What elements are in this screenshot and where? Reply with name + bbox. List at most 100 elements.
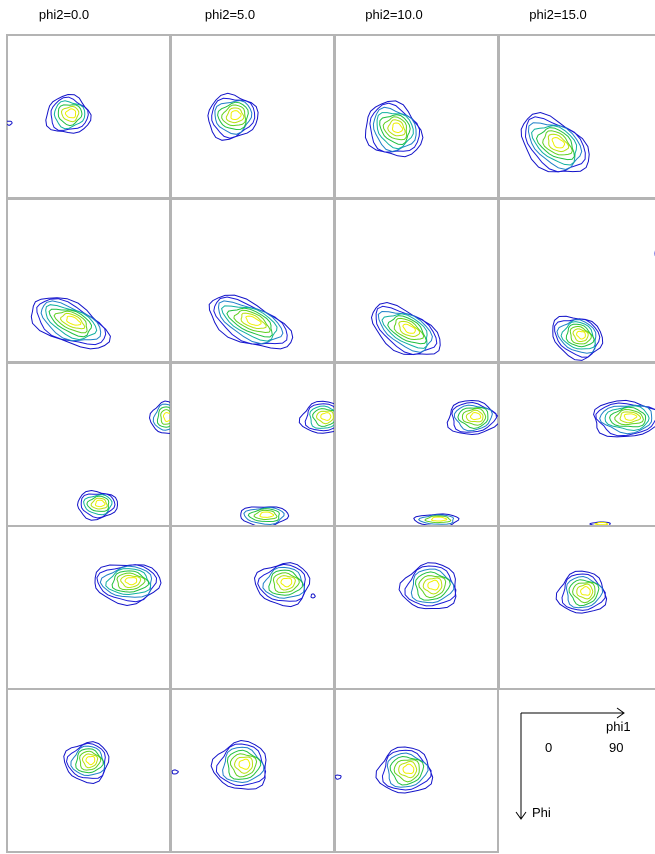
panel-frame [334,34,499,199]
contour-line [580,585,591,596]
contour-line [560,321,596,350]
contour-line [66,315,82,326]
contour-line [404,565,457,607]
contour-line [48,308,93,338]
contour-line [470,411,482,421]
contour-line [398,320,421,338]
contour-line [59,312,86,330]
contour-line [393,759,420,783]
section-panel-r2-c1 [170,362,335,527]
contour-line [547,133,570,153]
contour-line [410,568,455,604]
contour-line [565,323,595,348]
contour-line [45,304,98,341]
contour-line [561,573,606,611]
section-panel-r3-c0 [6,525,171,690]
section-panel-r1-c2 [334,198,499,363]
legend-panel: phi1 0 90 Phi [499,689,655,854]
contour-line [389,755,425,786]
contour-line [386,752,429,788]
panel-frame [170,525,335,690]
contour-line [576,330,586,340]
panel-frame [170,688,335,853]
contour-line [217,101,249,131]
contour-line [335,774,342,780]
contour-line [446,399,498,436]
contour-line [45,93,92,134]
contour-line [215,743,267,787]
contour-line [120,574,142,589]
column-header-3: phi2=15.0 [529,7,587,22]
contour-line [599,404,653,435]
section-panel-r3-c3 [498,525,655,690]
contour-line [556,319,597,354]
contour-line [80,493,116,519]
contour-line [57,104,83,127]
contour-line [53,100,86,130]
panel-frame [6,34,171,199]
contour-line [451,401,498,433]
section-panel-r4-c0 [6,688,171,853]
panel-frame [498,198,655,363]
contour-line [298,400,334,434]
contour-line [422,577,443,595]
contour-line [381,313,428,349]
contour-line [364,100,424,158]
contour-line [461,407,487,426]
column-header-1: phi2=5.0 [204,7,256,22]
contour-line [207,92,259,141]
contour-line [40,300,102,342]
contour-line [572,328,589,343]
contour-line [424,515,452,524]
contour-line [604,405,650,432]
contour-line [369,102,421,153]
contour-line [568,579,600,607]
section-panel-r0-c0 [6,34,171,199]
legend-x-label: phi1 [606,719,631,734]
panel-frame [6,362,171,527]
panel-frame [334,198,499,363]
legend-x-tick-end: 90 [609,740,624,755]
contour-line [210,739,267,790]
contour-line [417,514,455,525]
section-panel-r1-c0 [6,198,171,363]
contour-line [418,575,447,599]
section-panel-r1-c3 [498,198,655,363]
contour-line [531,125,578,166]
contour-line [214,99,253,135]
contour-line [375,305,438,356]
contour-line [304,403,334,432]
contour-line [572,582,596,604]
section-panel-r4-c2 [334,688,499,853]
contour-line [163,411,170,423]
contour-line [554,318,601,358]
contour-line [229,753,258,778]
panel-frame [170,34,335,199]
section-panel-r0-c1 [170,34,335,199]
contour-line [240,506,290,526]
contour-line [60,105,80,123]
contour-line [99,565,153,598]
contour-line [70,745,106,777]
contour-line [226,749,262,780]
contour-line [226,307,273,338]
contour-line [594,521,609,526]
contour-line [245,315,262,326]
contour-line [247,508,280,523]
contour-line [217,300,284,345]
contour-line [524,116,586,173]
panel-frame [498,34,655,199]
contour-line [233,309,271,334]
contour-line [7,120,13,126]
contour-line [64,108,77,119]
contour-line [565,575,604,609]
contour-line [30,297,111,350]
contour-line [320,412,332,421]
contour-line [398,760,418,779]
contour-line [312,408,334,427]
contour-line [402,763,415,774]
panel-frame [6,198,171,363]
panel-frame [170,362,335,527]
contour-line [393,317,425,341]
